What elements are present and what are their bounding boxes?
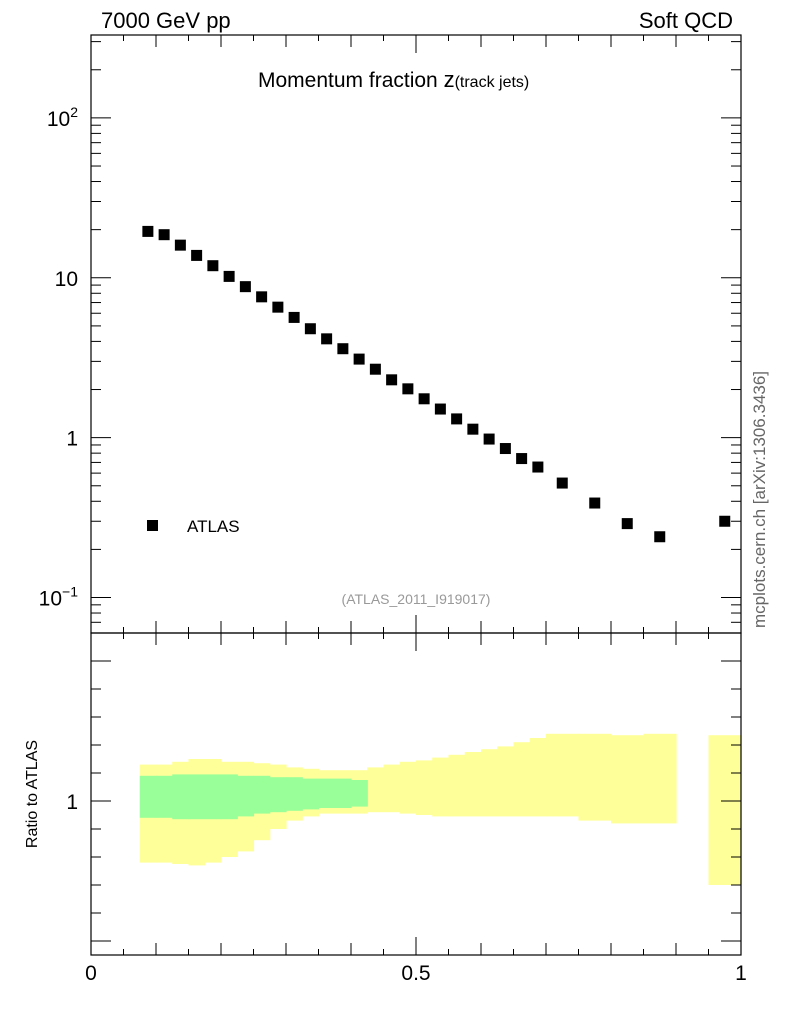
data-point-marker (467, 423, 479, 435)
category-label: Soft QCD (638, 8, 733, 33)
ratio-y-axis-label: Ratio to ATLAS (24, 740, 41, 848)
ratio-yellow-band-bin (513, 742, 531, 817)
data-point-marker (516, 453, 528, 465)
y-tick-label: 1 (66, 428, 78, 451)
ratio-green-band-bin (221, 774, 238, 820)
data-point-marker (654, 531, 666, 543)
x-tick-label: 0 (85, 962, 97, 985)
data-point-marker (369, 363, 381, 375)
ratio-bands (139, 733, 742, 885)
data-point-marker (337, 343, 349, 355)
ratio-y-tick-label: 1 (66, 791, 78, 814)
y-tick-exponent: 2 (70, 104, 78, 120)
ratio-yellow-band-bin (367, 767, 385, 813)
ratio-green-band-bin (334, 778, 352, 808)
ratio-yellow-band-bin (383, 764, 401, 813)
data-point-marker (719, 515, 731, 527)
main-plot-frame (90, 34, 742, 634)
data-point-marker (434, 403, 446, 415)
axis-ticks (90, 35, 742, 955)
ratio-green-band-bin (351, 780, 368, 807)
ratio-yellow-band-bin (416, 760, 433, 815)
ratio-green-band-bin (318, 778, 336, 808)
ratio-green-band-bin (269, 777, 287, 813)
data-point-marker (191, 249, 203, 261)
title-subscript: (track jets) (455, 74, 530, 91)
y-tick-label: 10−1 (39, 584, 79, 611)
ratio-green-band-bin (237, 775, 255, 817)
y-tick-label: 10 (55, 268, 78, 291)
ratio-yellow-band-bin (464, 752, 482, 817)
data-point-marker (158, 229, 170, 241)
title-main: Momentum fraction (258, 69, 444, 92)
ratio-green-band-bin (139, 775, 157, 818)
ratio-green-band-bin (286, 777, 303, 811)
data-point-marker (532, 461, 544, 473)
data-point-marker (174, 239, 186, 251)
data-point-marker (621, 518, 633, 530)
ratio-green-band-bin (188, 774, 206, 820)
ratio-yellow-band-bin (529, 738, 547, 817)
data-point-marker (321, 333, 333, 345)
legend-marker (147, 520, 158, 531)
chart-title: Momentum fraction z(track jets) (258, 67, 529, 92)
data-point-marker (353, 353, 365, 365)
x-tick-label: 0.5 (401, 962, 430, 985)
data-point-marker (207, 260, 219, 272)
ratio-green-band-bin (253, 775, 271, 814)
ratio-yellow-band-bin (611, 735, 645, 824)
data-point-marker (288, 311, 300, 323)
data-point-marker (304, 323, 316, 335)
legend-label: ATLAS (187, 517, 240, 536)
ratio-yellow-band-bin (448, 754, 466, 817)
ratio-green-band-bin (172, 774, 190, 820)
data-markers (142, 225, 731, 543)
data-point-marker (556, 477, 568, 489)
y-tick-exponent: −1 (62, 584, 78, 600)
ratio-yellow-band-bin (708, 735, 742, 885)
energy-label: 7000 GeV pp (101, 8, 231, 33)
axis-labels: ATLAS Momentum fraction z(track jets) (ATL… (24, 67, 747, 985)
ratio-yellow-band-bin (578, 733, 612, 821)
ratio-yellow-band-bin (497, 746, 515, 817)
y-tick-label: 102 (47, 104, 78, 131)
data-point-marker (272, 301, 284, 313)
ratio-yellow-band-bin (546, 733, 580, 817)
data-point-marker (451, 413, 463, 425)
ratio-green-band-bin (204, 774, 222, 820)
analysis-label: (ATLAS_2011_I919017) (342, 591, 491, 607)
y-tick-base: 10 (47, 108, 70, 131)
title-variable: z (444, 67, 455, 92)
data-point-marker (239, 281, 251, 293)
data-point-marker (386, 374, 398, 386)
x-tick-label: 1 (735, 962, 747, 985)
y-tick-base: 10 (39, 588, 62, 611)
ratio-green-band-bin (302, 778, 320, 810)
ratio-yellow-band-bin (432, 757, 450, 817)
data-point-marker (589, 497, 601, 509)
ratio-green-band-bin (156, 775, 173, 818)
data-point-marker (418, 393, 430, 405)
ratio-yellow-band-bin (643, 733, 677, 824)
data-point-marker (142, 225, 154, 237)
data-point-marker (223, 270, 235, 282)
data-point-marker (499, 443, 511, 455)
ratio-yellow-band-bin (399, 761, 417, 814)
data-point-marker (256, 291, 268, 303)
data-point-marker (402, 383, 414, 395)
ratio-yellow-band-bin (481, 749, 498, 817)
data-point-marker (483, 433, 495, 445)
